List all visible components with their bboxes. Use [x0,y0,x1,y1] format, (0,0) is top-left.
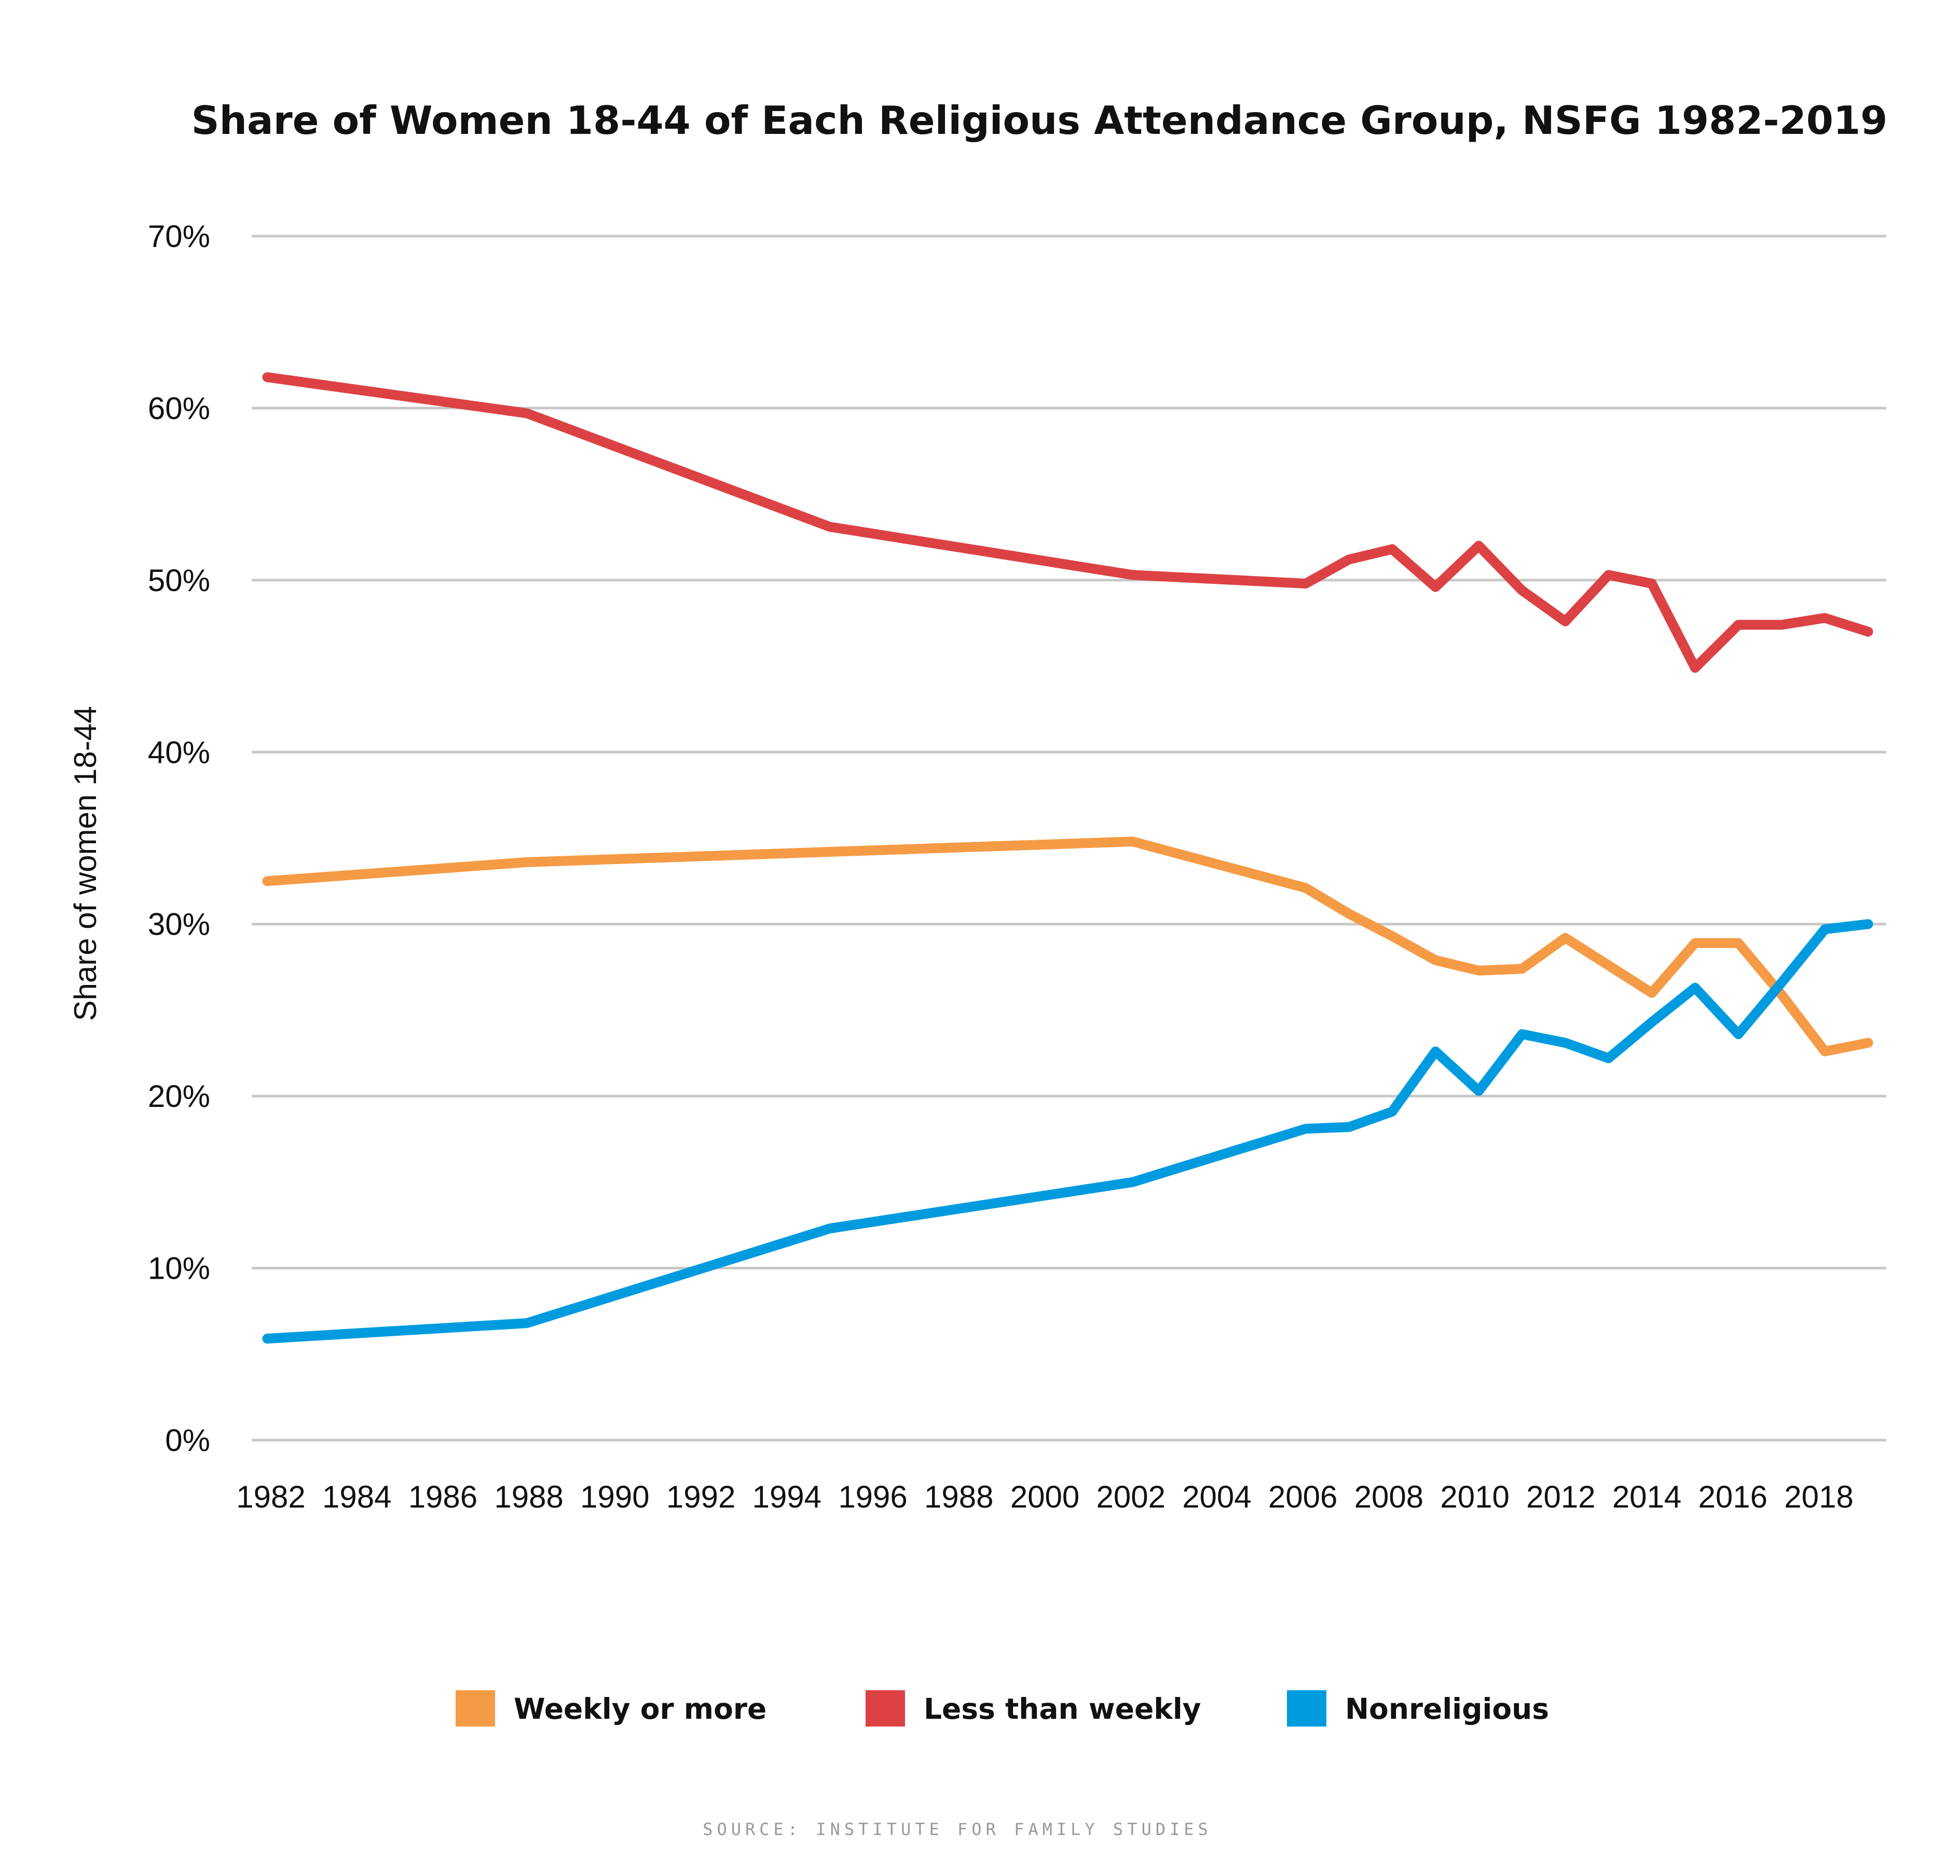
x-tick-label: 1986 [408,1480,477,1514]
x-tick-label: 1984 [322,1480,391,1514]
y-tick-label: 30% [148,907,210,942]
x-tick-label: 1996 [838,1480,907,1514]
x-tick-label: 2008 [1354,1480,1423,1514]
y-tick-label: 70% [148,219,210,254]
x-tick-label: 1994 [752,1480,821,1514]
x-tick-label: 1990 [580,1480,649,1514]
x-tick-label: 2016 [1698,1480,1767,1514]
x-tick-label: 1988 [494,1480,563,1514]
legend-swatch-less-than-weekly [866,1690,905,1727]
x-tick-label: 2006 [1268,1480,1337,1514]
chart-title: Share of Women 18-44 of Each Religious A… [191,98,1888,143]
series-lines [262,372,1873,1344]
y-axis-label: Share of women 18-44 [68,706,103,1021]
legend: Weekly or more Less than weekly Nonrelig… [456,1690,1549,1727]
x-tick-label: 1982 [236,1480,305,1514]
x-tick-label: 2014 [1612,1480,1681,1514]
x-tick-label: 2010 [1440,1480,1509,1514]
legend-label-nonreligious: Nonreligious [1345,1692,1549,1726]
y-tick-label: 40% [148,735,210,770]
gridlines [252,235,1886,1442]
source-note: SOURCE: INSTITUTE FOR FAMILY STUDIES [703,1819,1212,1839]
legend-item-less-than-weekly: Less than weekly [866,1690,1201,1727]
y-tick-label: 60% [148,391,210,426]
y-axis-ticks: 0% 10% 20% 30% 40% 50% 60% 70% [148,219,210,1458]
x-tick-label: 2012 [1526,1480,1595,1514]
x-tick-label: 2002 [1096,1480,1165,1514]
x-axis-ticks: 1982 1984 1986 1988 1990 1992 1994 1996 1988 2000… [236,1480,1853,1514]
legend-label-weekly: Weekly or more [514,1692,766,1726]
y-tick-label: 10% [148,1251,210,1286]
legend-swatch-nonreligious [1287,1690,1326,1727]
x-tick-label: 1988 [924,1480,993,1514]
legend-item-nonreligious: Nonreligious [1287,1690,1549,1727]
series-line-less-than-weekly [262,372,1873,673]
y-tick-label: 50% [148,563,210,598]
x-tick-label: 2004 [1182,1480,1251,1514]
y-tick-label: 20% [148,1079,210,1114]
legend-swatch-weekly [456,1690,495,1727]
x-tick-label: 2018 [1784,1480,1853,1514]
legend-label-less-than-weekly: Less than weekly [924,1692,1201,1726]
x-tick-label: 1992 [666,1480,735,1514]
y-tick-label: 0% [165,1423,210,1458]
series-line-nonreligious [262,919,1873,1344]
legend-item-weekly: Weekly or more [456,1690,766,1727]
x-tick-label: 2000 [1010,1480,1079,1514]
series-line-weekly-or-more [262,837,1873,1057]
